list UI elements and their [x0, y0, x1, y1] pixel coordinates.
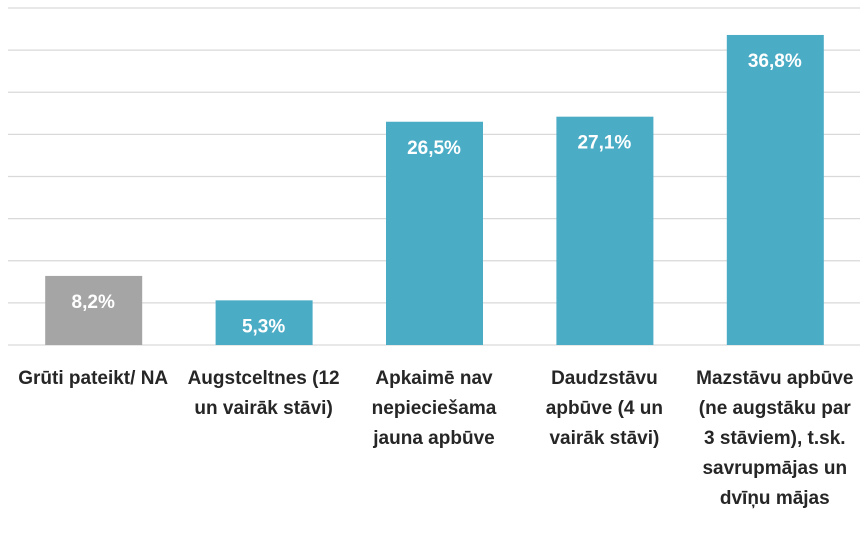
x-tick-label: Daudzstāvu apbūve (4 un vairāk stāvi)	[545, 368, 663, 449]
bar	[45, 275, 143, 345]
x-tick-label: Grūti pateikt/ NA	[18, 368, 169, 389]
bar	[556, 116, 654, 346]
bar	[386, 121, 483, 345]
x-tick-label: Apkaimē nav nepieciešama jauna apbūve	[371, 368, 497, 449]
x-tick-label: Augstceltnes (12 un vairāk stāvi)	[187, 368, 340, 419]
bar	[215, 300, 313, 345]
value-label: 8,2%	[72, 292, 115, 313]
x-tick-label: Mazstāvu apbūve (ne augstāku par 3 stāvi…	[696, 368, 854, 509]
bar	[726, 34, 824, 346]
value-label: 5,3%	[242, 316, 285, 337]
value-label: 36,8%	[748, 51, 802, 72]
value-label: 27,1%	[577, 133, 631, 154]
value-label: 26,5%	[407, 138, 461, 159]
